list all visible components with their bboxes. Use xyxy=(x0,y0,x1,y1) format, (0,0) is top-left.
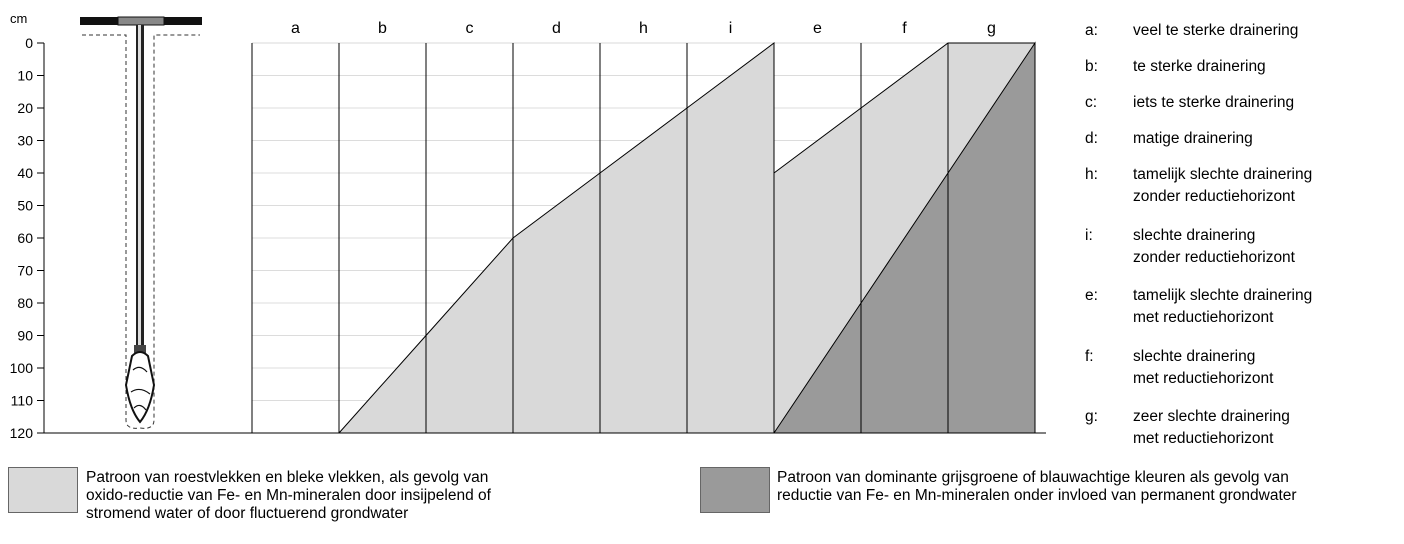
legend-description-line: met reductiehorizont xyxy=(1133,430,1274,447)
legend-description-line: te sterke drainering xyxy=(1133,58,1266,75)
legend-description-line: tamelijk slechte drainering xyxy=(1133,287,1313,304)
legend-description: iets te sterke drainering xyxy=(1133,92,1294,114)
legend-code: e: xyxy=(1085,287,1098,304)
legend-description-line: zonder reductiehorizont xyxy=(1133,188,1295,205)
depth-tick-label: 20 xyxy=(17,100,33,116)
legend-code: a: xyxy=(1085,22,1098,39)
light-pattern-line: Patroon van roestvlekken en bleke vlekke… xyxy=(86,469,489,486)
column-label-a: a xyxy=(291,20,300,37)
light-pattern-description: Patroon van roestvlekken en bleke vlekke… xyxy=(86,469,491,523)
legend-code: h: xyxy=(1085,166,1098,183)
reduction-pattern-area xyxy=(773,41,1036,434)
light-pattern-line: stromend water of door fluctuerend grond… xyxy=(86,505,409,522)
dark-pattern-line: reductie van Fe- en Mn-mineralen onder i… xyxy=(777,487,1297,504)
legend-code: c: xyxy=(1085,94,1098,111)
legend-description: te sterke drainering xyxy=(1133,56,1266,78)
dark-pattern-description: Patroon van dominante grijsgroene of bla… xyxy=(777,469,1297,505)
depth-axis: cm 0 10 20 30 40 50 60 70 80 90 100 110 120 xyxy=(10,11,45,441)
legend-description: slechte drainering zonder reductiehorizon… xyxy=(1133,225,1295,269)
legend-description-line: zeer slechte drainering xyxy=(1133,408,1290,425)
depth-tick-label: 100 xyxy=(10,360,34,376)
legend-description-line: tamelijk slechte drainering xyxy=(1133,166,1313,183)
legend-code: g: xyxy=(1085,408,1098,425)
depth-tick-label: 80 xyxy=(17,295,33,311)
legend-code: i: xyxy=(1085,227,1093,244)
dark-pattern-swatch xyxy=(700,467,770,513)
depth-tick-label: 90 xyxy=(17,328,33,344)
legend-description: tamelijk slechte drainering met reductieh… xyxy=(1133,285,1312,329)
light-pattern-line: oxido-reductie van Fe- en Mn-mineralen d… xyxy=(86,487,491,504)
depth-tick-label: 0 xyxy=(25,35,33,51)
light-pattern-swatch xyxy=(8,467,78,513)
column-label-e: e xyxy=(813,20,822,37)
legend-description-line: zonder reductiehorizont xyxy=(1133,249,1295,266)
depth-tick-label: 40 xyxy=(17,165,33,181)
column-label-b: b xyxy=(378,20,387,37)
depth-tick-label: 50 xyxy=(17,198,33,214)
depth-tick-label: 120 xyxy=(10,425,34,441)
depth-tick-label: 110 xyxy=(11,393,34,409)
column-label-h: h xyxy=(639,20,648,37)
legend-description-line: met reductiehorizont xyxy=(1133,370,1274,387)
column-label-c: c xyxy=(466,20,474,37)
legend-description-line: matige drainering xyxy=(1133,130,1253,147)
legend-description: tamelijk slechte drainering zonder reduct… xyxy=(1133,164,1312,208)
legend-code: b: xyxy=(1085,58,1098,75)
legend-description: slechte drainering met reductiehorizont xyxy=(1133,346,1273,390)
depth-tick-label: 10 xyxy=(17,68,33,84)
soil-auger-illustration xyxy=(80,16,202,429)
legend-description: zeer slechte drainering met reductiehoriz… xyxy=(1133,406,1290,450)
depth-tick-label: 70 xyxy=(17,263,33,279)
legend-description-line: slechte drainering xyxy=(1133,348,1256,365)
legend-description: veel te sterke drainering xyxy=(1133,20,1298,42)
legend-description-line: slechte drainering xyxy=(1133,227,1256,244)
legend-description-line: met reductiehorizont xyxy=(1133,309,1274,326)
dark-pattern-line: Patroon van dominante grijsgroene of bla… xyxy=(777,469,1289,486)
column-label-g: g xyxy=(987,20,996,37)
axis-unit-label: cm xyxy=(10,11,27,26)
column-label-d: d xyxy=(552,20,561,37)
legend-code: f: xyxy=(1085,348,1094,365)
depth-tick-label: 60 xyxy=(17,230,33,246)
depth-tick-label: 30 xyxy=(17,133,33,149)
column-label-i: i xyxy=(729,20,733,37)
column-label-f: f xyxy=(902,20,907,37)
legend-description: matige drainering xyxy=(1133,128,1253,150)
legend-code: d: xyxy=(1085,130,1098,147)
legend-description-line: iets te sterke drainering xyxy=(1133,94,1295,111)
legend-description-line: veel te sterke drainering xyxy=(1133,22,1299,39)
